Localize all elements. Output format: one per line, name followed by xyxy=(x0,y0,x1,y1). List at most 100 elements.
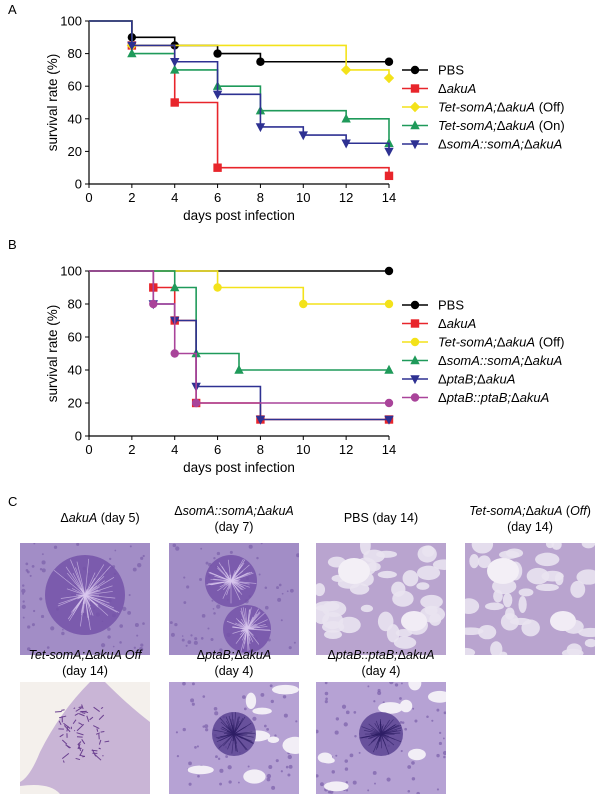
legend-label: ΔakuA xyxy=(438,316,476,331)
series-2 xyxy=(89,270,394,309)
data-point xyxy=(213,163,222,172)
data-point xyxy=(255,415,266,425)
legend-item: ΔsomA::somA;ΔakuA xyxy=(402,137,562,152)
x-axis-label: days post infection xyxy=(183,208,295,223)
legend-label: ΔsomA::somA;ΔakuA xyxy=(438,353,562,368)
survival-chart-b: 0 20 40 60 80 100 0 2 4 6 8 10 12 14 days post infecti… xyxy=(45,264,564,476)
y-tick-label: 60 xyxy=(68,79,82,94)
histology-caption: ΔptaB::ptaB;ΔakuA (day 4) xyxy=(327,648,435,678)
x-tick-label: 10 xyxy=(296,190,310,205)
data-point xyxy=(341,113,351,123)
data-point xyxy=(170,64,180,74)
legend-item: ΔakuA xyxy=(402,81,476,96)
legend-item: PBS xyxy=(402,63,464,78)
legend-label: PBS xyxy=(438,63,464,78)
survival-chart-a: 0 20 40 60 80 100 0 2 4 6 8 10 12 14 days post infecti… xyxy=(45,14,565,224)
panel-label-c: C xyxy=(8,494,18,509)
data-point xyxy=(127,48,137,58)
data-point xyxy=(170,349,179,358)
legend-item: Tet-somA;ΔakuA (Off) xyxy=(402,335,564,350)
data-point xyxy=(212,90,223,100)
data-point xyxy=(384,266,394,276)
histology-caption: ΔsomA::somA;ΔakuA (day 7) xyxy=(174,504,294,534)
histology-image xyxy=(465,543,595,655)
x-tick-label: 14 xyxy=(382,190,396,205)
histology-image xyxy=(20,682,150,794)
data-point xyxy=(213,283,222,292)
series-line xyxy=(89,270,389,421)
y-tick-label: 100 xyxy=(60,14,82,29)
data-point xyxy=(384,364,394,374)
data-point xyxy=(384,299,394,309)
y-axis-label: survival rate (%) xyxy=(45,305,60,403)
series-3 xyxy=(89,270,394,374)
data-point xyxy=(384,398,394,408)
histology-image xyxy=(316,543,446,655)
legend-swatch-marker xyxy=(410,375,420,385)
legend-item: ΔptaB::ptaB;ΔakuA xyxy=(402,390,549,405)
data-point xyxy=(384,147,394,157)
x-tick-label: 12 xyxy=(339,442,353,457)
data-point xyxy=(170,282,180,292)
data-point xyxy=(191,398,201,408)
series-line xyxy=(89,270,389,371)
data-point xyxy=(298,131,308,141)
data-point xyxy=(127,41,137,51)
legend-item: Tet-somA;ΔakuA (Off) xyxy=(402,100,564,115)
legend-swatch-marker xyxy=(410,120,420,130)
data-point xyxy=(383,72,395,84)
histology-caption: ΔptaB;ΔakuA (day 4) xyxy=(196,648,272,678)
legend-item: ΔptaB;ΔakuA xyxy=(402,372,515,387)
panel-label-a: A xyxy=(8,2,17,17)
series-5 xyxy=(89,270,394,408)
legend-item: Tet-somA;ΔakuA (On) xyxy=(402,118,565,133)
data-point xyxy=(149,299,158,309)
histology-image xyxy=(316,682,446,794)
legend-swatch-marker xyxy=(410,84,420,93)
legend-label: Tet-somA;ΔakuA (Off) xyxy=(438,100,564,115)
series-4 xyxy=(89,270,394,425)
series-line xyxy=(89,270,389,404)
x-tick-label: 2 xyxy=(128,190,135,205)
x-axis-label: days post infection xyxy=(183,460,295,475)
legend-label: Tet-somA;ΔakuA (On) xyxy=(438,118,565,133)
histology-image xyxy=(20,543,150,655)
legend-label: ΔptaB;ΔakuA xyxy=(438,372,515,387)
x-tick-label: 0 xyxy=(85,442,92,457)
y-tick-label: 40 xyxy=(68,363,82,378)
legend-swatch-marker xyxy=(410,65,420,75)
data-point xyxy=(170,58,180,67)
x-tick-label: 4 xyxy=(171,442,178,457)
legend-swatch-marker xyxy=(410,337,420,347)
x-tick-label: 2 xyxy=(128,442,135,457)
legend-label: PBS xyxy=(438,298,464,313)
legend-label: ΔptaB::ptaB;ΔakuA xyxy=(438,390,549,405)
legend-swatch-marker xyxy=(410,393,420,402)
data-point xyxy=(234,364,244,374)
y-tick-label: 0 xyxy=(75,177,82,192)
x-tick-label: 10 xyxy=(296,442,310,457)
y-tick-label: 20 xyxy=(68,144,82,159)
x-tick-label: 12 xyxy=(339,190,353,205)
y-axis-label: survival rate (%) xyxy=(45,54,60,152)
legend-label: ΔsomA::somA;ΔakuA xyxy=(438,137,562,152)
x-tick-label: 8 xyxy=(257,442,264,457)
legend-swatch-marker xyxy=(409,101,421,113)
series-2 xyxy=(89,20,395,84)
x-tick-label: 8 xyxy=(257,190,264,205)
data-point xyxy=(384,415,394,425)
legend-label: Tet-somA;ΔakuA (Off) xyxy=(438,335,564,350)
legend-item: PBS xyxy=(402,298,464,313)
series-line xyxy=(89,270,389,305)
data-point xyxy=(255,123,266,133)
histology-image xyxy=(169,543,299,655)
legend-label: ΔakuA xyxy=(438,81,476,96)
series-1 xyxy=(89,270,394,424)
y-tick-label: 40 xyxy=(68,111,82,126)
histology-caption: Tet-somA;ΔakuA (Off) (day 14) xyxy=(469,504,591,534)
series-4 xyxy=(89,20,394,157)
x-tick-label: 6 xyxy=(214,442,221,457)
data-point xyxy=(341,139,351,149)
x-tick-label: 4 xyxy=(171,190,178,205)
data-point xyxy=(384,57,394,66)
